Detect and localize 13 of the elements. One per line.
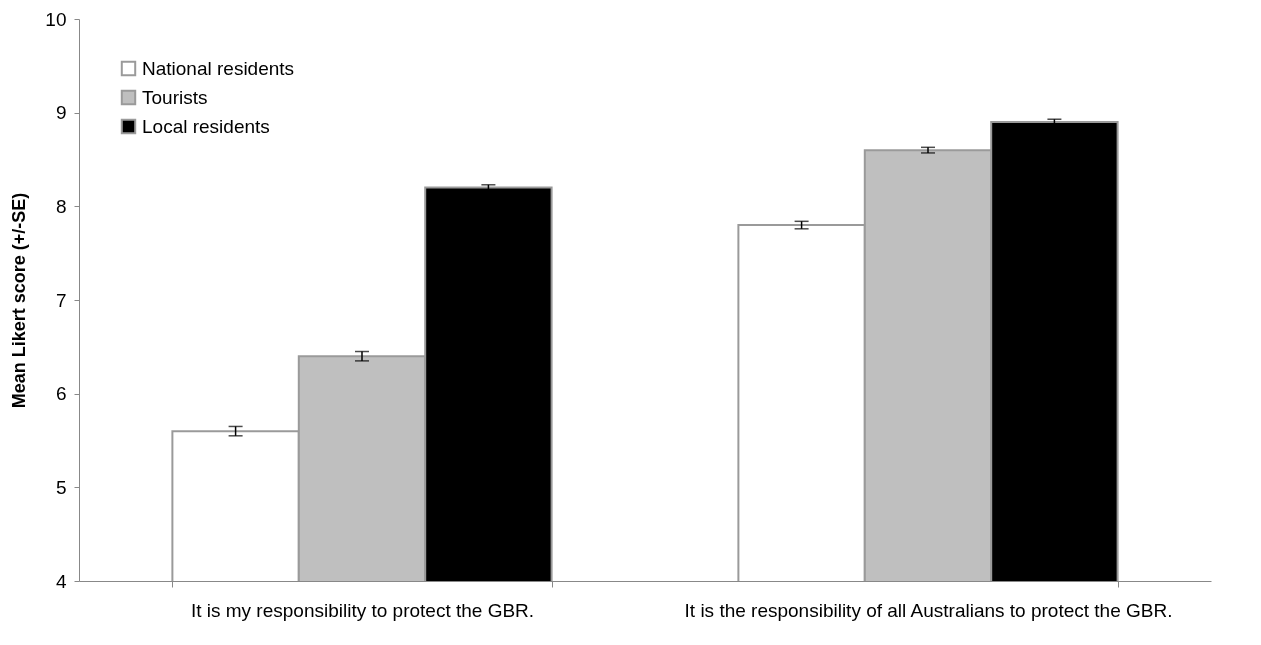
legend-label: Local residents	[142, 115, 270, 137]
y-tick-label: 6	[55, 383, 67, 405]
legend-label: National residents	[142, 57, 295, 79]
y-tick-label: 10	[45, 8, 67, 30]
y-tick-label: 5	[55, 476, 67, 498]
x-tick-label: It is the responsibility of all Australians to protect the GBR.	[684, 599, 1173, 621]
y-tick-label: 8	[55, 195, 67, 217]
y-axis-title: Mean Likert score (+/-SE)	[9, 192, 30, 409]
y-tick-label: 9	[55, 102, 67, 124]
x-tick-label: It is my responsibility to protect the GBR.	[190, 599, 535, 621]
legend-label: Tourists	[142, 86, 208, 108]
y-tick-label: 4	[55, 570, 67, 592]
y-tick-label: 7	[55, 289, 67, 311]
